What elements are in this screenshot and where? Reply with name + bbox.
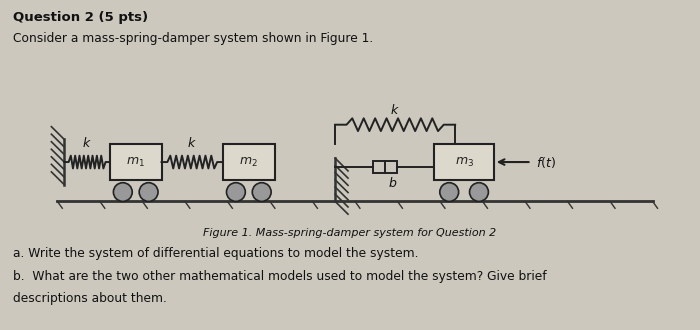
Text: $k$: $k$ bbox=[83, 136, 92, 150]
Text: $m_1$: $m_1$ bbox=[126, 155, 145, 169]
Text: a. Write the system of differential equations to model the system.: a. Write the system of differential equa… bbox=[13, 247, 418, 260]
Circle shape bbox=[470, 183, 489, 201]
Bar bbox=[373, 161, 397, 173]
Text: $m_2$: $m_2$ bbox=[239, 155, 258, 169]
Text: Question 2 (5 pts): Question 2 (5 pts) bbox=[13, 11, 148, 24]
Bar bbox=[434, 144, 494, 180]
Circle shape bbox=[139, 183, 158, 201]
Bar bbox=[110, 144, 162, 180]
Text: $b$: $b$ bbox=[388, 176, 398, 190]
Text: $k$: $k$ bbox=[188, 136, 197, 150]
Text: $m_3$: $m_3$ bbox=[454, 155, 474, 169]
Text: Consider a mass-spring-damper system shown in Figure 1.: Consider a mass-spring-damper system sho… bbox=[13, 32, 373, 45]
Text: $k$: $k$ bbox=[391, 103, 400, 117]
Text: descriptions about them.: descriptions about them. bbox=[13, 292, 167, 305]
Circle shape bbox=[252, 183, 271, 201]
Circle shape bbox=[227, 183, 245, 201]
Circle shape bbox=[113, 183, 132, 201]
Text: b.  What are the two other mathematical models used to model the system? Give br: b. What are the two other mathematical m… bbox=[13, 270, 546, 283]
Bar bbox=[223, 144, 274, 180]
Circle shape bbox=[440, 183, 459, 201]
Text: Figure 1. Mass-spring-damper system for Question 2: Figure 1. Mass-spring-damper system for … bbox=[204, 228, 496, 238]
Text: $f(t)$: $f(t)$ bbox=[536, 154, 556, 170]
